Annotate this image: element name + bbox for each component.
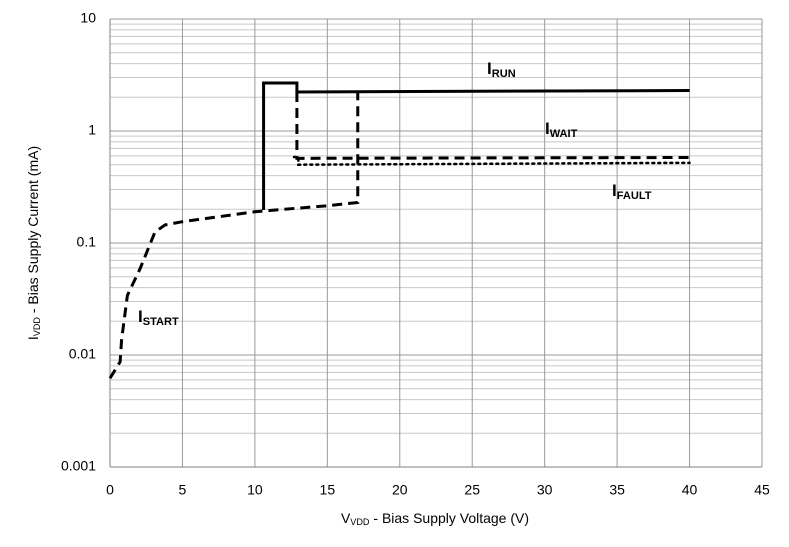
x-tick-label: 20 bbox=[392, 482, 408, 498]
y-axis-label: IVDD - Bias Supply Current (mA) bbox=[25, 146, 43, 340]
y-tick-label: 0.001 bbox=[61, 458, 96, 474]
x-tick-label: 35 bbox=[609, 482, 625, 498]
series-line bbox=[295, 91, 690, 160]
y-tick-label: 1 bbox=[88, 122, 96, 138]
series-label: IFAULT bbox=[612, 181, 652, 201]
y-tick-label: 0.01 bbox=[69, 346, 96, 362]
x-tick-label: 10 bbox=[247, 482, 263, 498]
x-axis-label: VVDD - Bias Supply Voltage (V) bbox=[341, 510, 529, 528]
series-label: ISTART bbox=[138, 307, 179, 327]
y-tick-label: 0.1 bbox=[77, 234, 97, 250]
series-label: IRUN bbox=[487, 59, 516, 79]
x-tick-label: 15 bbox=[320, 482, 336, 498]
x-tick-label: 40 bbox=[682, 482, 698, 498]
series-label: IWAIT bbox=[545, 119, 578, 139]
x-tick-label: 0 bbox=[106, 482, 114, 498]
x-tick-label: 5 bbox=[179, 482, 187, 498]
y-tick-label: 10 bbox=[80, 10, 96, 26]
x-tick-label: 25 bbox=[464, 482, 480, 498]
x-tick-label: 45 bbox=[754, 482, 770, 498]
series-line bbox=[108, 91, 360, 380]
series-line bbox=[262, 81, 690, 211]
x-tick-label: 30 bbox=[537, 482, 553, 498]
series-line bbox=[292, 155, 691, 166]
